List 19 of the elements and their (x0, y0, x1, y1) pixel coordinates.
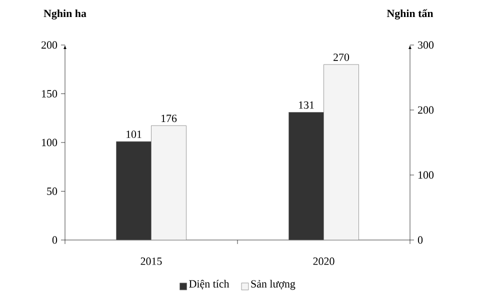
x-tick-label: 2015 (140, 258, 162, 265)
data-label: 176 (162, 114, 177, 122)
y-tick-label: 100 (42, 138, 58, 146)
y2-tick-label: 300 (418, 41, 434, 49)
y2-tick-label: 200 (418, 106, 434, 114)
data-label: 101 (126, 130, 142, 138)
y-tick-label: 50 (47, 188, 58, 195)
y-tick-label: 150 (42, 90, 58, 98)
data-label: 131 (299, 101, 314, 109)
legend-label: Sản lượng (251, 280, 296, 290)
y-tick-label: 200 (42, 41, 58, 49)
y2-axis-title: Nghin tấn (386, 9, 434, 20)
data-label: 270 (334, 54, 350, 61)
y-tick-label: 0 (52, 236, 58, 244)
x-tick-label: 2020 (313, 258, 334, 265)
y-axis-title: Nghin ha (44, 9, 86, 20)
legend-label: Diện tích (189, 280, 230, 290)
y2-tick-label: 0 (418, 236, 423, 244)
y2-tick-label: 100 (418, 171, 434, 179)
